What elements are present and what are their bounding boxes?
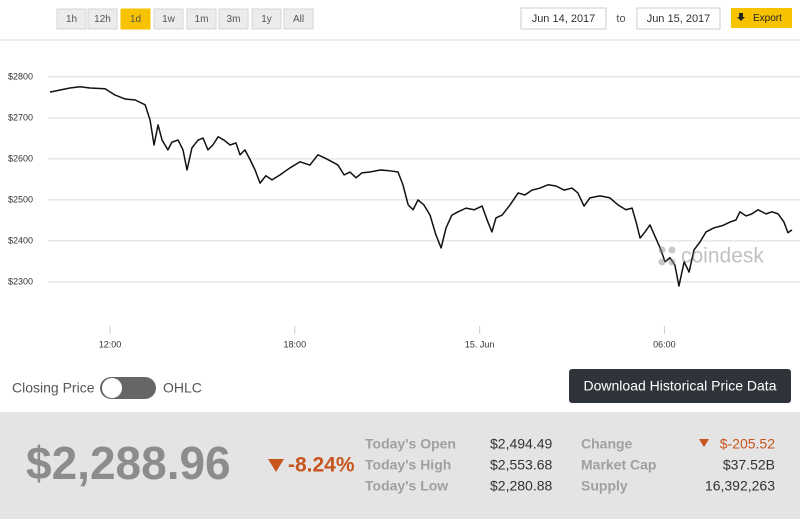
range-label: 1y (261, 14, 272, 25)
stat-label: Today's High (365, 457, 451, 473)
logo-dot (658, 246, 666, 254)
to-label: to (616, 13, 625, 25)
change-percent: -8.24% (288, 454, 355, 477)
stat-value: $2,494.49 (490, 436, 552, 452)
x-tick-label: 12:00 (99, 339, 122, 349)
change-arrow (699, 439, 709, 447)
range-button[interactable] (251, 8, 282, 30)
range-button[interactable] (186, 8, 217, 30)
stat-label: Today's Open (365, 436, 456, 452)
date-to-box[interactable] (636, 7, 721, 30)
range-button[interactable] (218, 8, 249, 30)
stat-value: 16,392,263 (705, 478, 775, 494)
export-button[interactable] (731, 8, 792, 28)
stat-label: Supply (581, 478, 628, 494)
stats: Today's Open $2,494.49 Change $-205.52 Today… (365, 436, 775, 494)
range-label: 1w (162, 14, 176, 25)
toggle-knob (102, 378, 122, 398)
range-label: 1m (195, 14, 209, 25)
date-to: Jun 15, 2017 (647, 13, 711, 25)
range-button[interactable] (56, 8, 87, 30)
range-label: 1h (66, 14, 77, 25)
stat-value: $2,553.68 (490, 457, 552, 473)
stat-value: $37.52B (723, 457, 775, 473)
stat-label: Today's Low (365, 478, 448, 494)
export-icon (737, 13, 745, 21)
range-button[interactable] (283, 8, 314, 30)
date-from-box[interactable] (520, 7, 607, 30)
current-price: $2,288.96 (26, 437, 231, 489)
logo-dot (658, 258, 666, 266)
stat-label: Market Cap (581, 457, 656, 473)
download-label: Download Historical Price Data (584, 378, 777, 394)
stat-value: $2,280.88 (490, 478, 552, 494)
range-button[interactable] (87, 8, 118, 30)
range-buttons: 1h 12h 1d 1w 1m 3m 1y All (56, 8, 314, 30)
summary-panel (0, 412, 800, 519)
range-label: 3m (227, 14, 241, 25)
watermark: coindesk (658, 245, 764, 268)
toggle-left: Closing Price (12, 380, 95, 396)
toggle-right: OHLC (163, 380, 202, 396)
logo-dot (668, 258, 676, 266)
y-tick-label: $2500 (8, 194, 33, 204)
stat-value: $-205.52 (720, 436, 775, 452)
download-button[interactable] (569, 369, 791, 403)
range-button[interactable] (153, 8, 184, 30)
range-label: All (293, 14, 304, 25)
x-tick-label: 18:00 (284, 339, 307, 349)
down-arrow (268, 459, 284, 472)
stat-label: Change (581, 436, 633, 452)
y-tick-label: $2700 (8, 112, 33, 122)
range-label: 12h (94, 14, 111, 25)
y-tick-label: $2800 (8, 71, 33, 81)
date-from: Jun 14, 2017 (532, 13, 596, 25)
price-line (49, 86, 793, 287)
y-tick-label: $2300 (8, 276, 33, 286)
export-label: Export (753, 13, 782, 24)
x-tick-label: 15. Jun (465, 339, 495, 349)
x-tick-label: 06:00 (653, 339, 676, 349)
watermark-text: coindesk (681, 245, 764, 268)
range-label: 1d (130, 14, 141, 25)
logo-dot (668, 246, 676, 254)
range-button[interactable] (120, 8, 151, 30)
chart: $2300 $2400 $2500 $2600 $2700 $2800 12:00 18:00… (8, 71, 800, 349)
y-tick-label: $2400 (8, 235, 33, 245)
y-tick-label: $2600 (8, 153, 33, 163)
